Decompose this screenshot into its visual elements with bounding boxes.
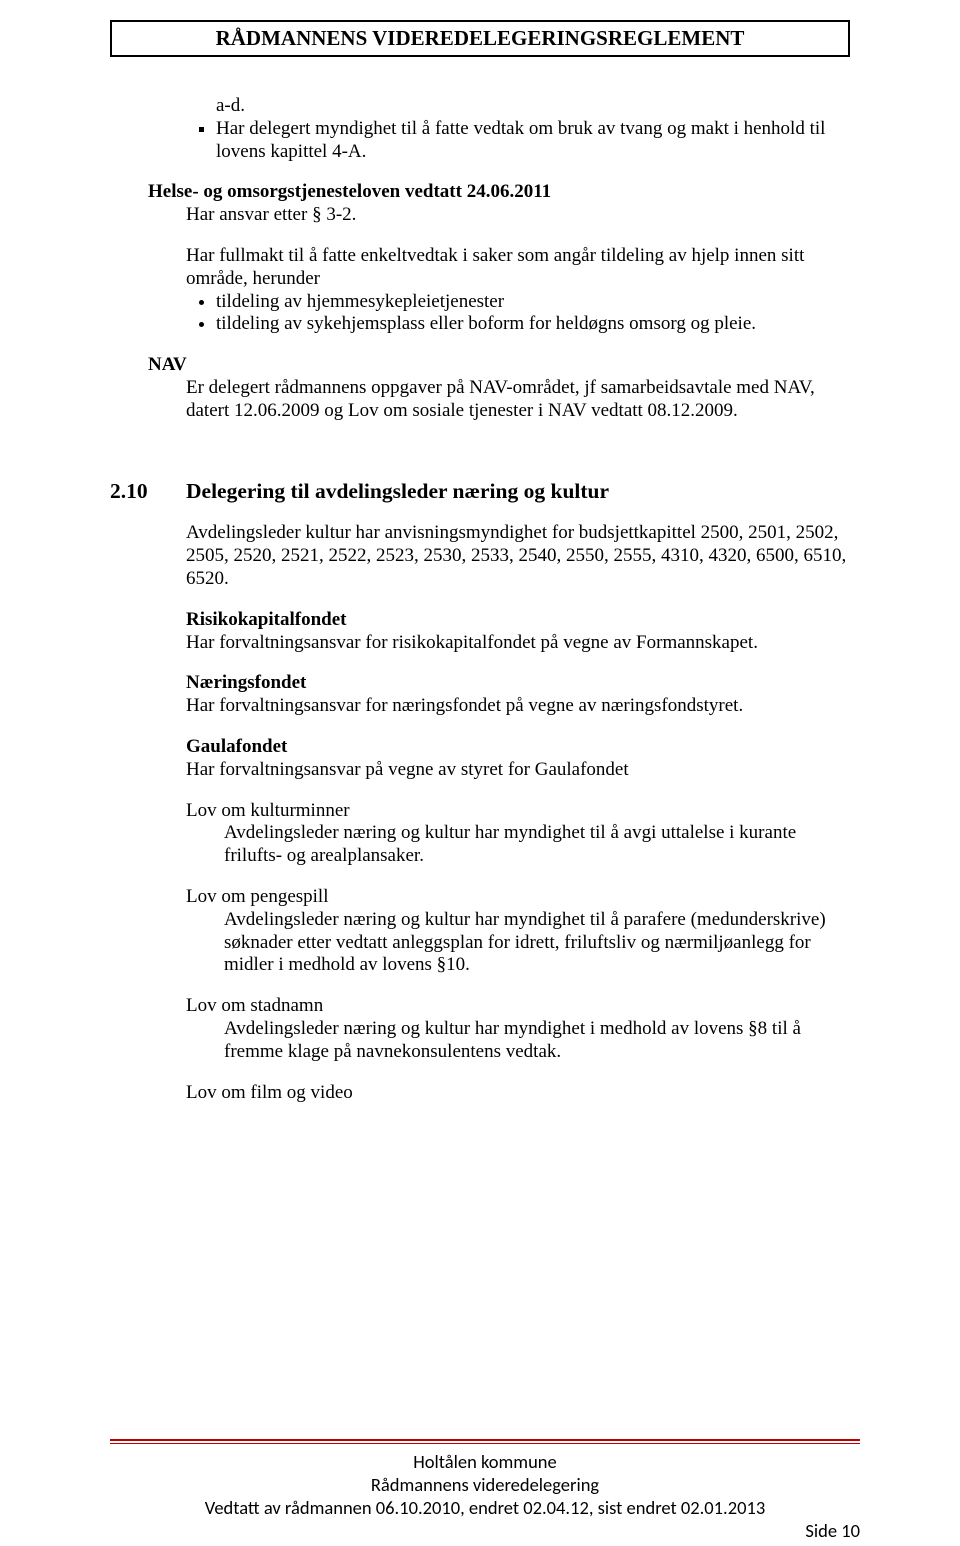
footer-separator [110,1439,860,1444]
pengespill-text: Avdelingsleder næring og kultur har mynd… [224,909,850,977]
filmvideo-heading: Lov om film og video [186,1082,850,1105]
kulturminner-text: Avdelingsleder næring og kultur har mynd… [224,822,850,868]
kulturminner-heading: Lov om kulturminner [186,800,850,823]
helse-bullet-1: tildeling av hjemmesykepleietjenester [216,291,850,314]
filmvideo-block: Lov om film og video [186,1082,850,1105]
nav-text: Er delegert rådmannens oppgaver på NAV-o… [186,377,850,423]
footer-page-number: Side 10 [110,1519,860,1542]
anvisning-text: Avdelingsleder kultur har anvisningsmynd… [186,522,850,590]
stadnamn-heading: Lov om stadnamn [186,995,850,1018]
nav-block: NAV Er delegert rådmannens oppgaver på N… [148,354,850,422]
intro-item-ad: a-d. [186,95,850,118]
intro-bullet-delegert: Har delegert myndighet til å fatte vedta… [216,118,850,164]
pengespill-heading: Lov om pengespill [186,886,850,909]
pengespill-block: Lov om pengespill Avdelingsleder næring … [186,886,850,977]
gaula-heading: Gaulafondet [186,736,850,759]
footer-line2: Rådmannens videredelegering [110,1473,860,1496]
section-title: Delegering til avdelingsleder næring og … [186,479,609,505]
stadnamn-block: Lov om stadnamn Avdelingsleder næring og… [186,995,850,1063]
risiko-block: Risikokapitalfondet Har forvaltningsansv… [186,609,850,655]
naering-text: Har forvaltningsansvar for næringsfondet… [186,695,850,718]
section-number: 2.10 [110,479,186,505]
helse-block: Helse- og omsorgstjenesteloven vedtatt 2… [148,181,850,336]
stadnamn-text: Avdelingsleder næring og kultur har mynd… [224,1018,850,1064]
gaula-block: Gaulafondet Har forvaltningsansvar på ve… [186,736,850,782]
helse-bullet-2: tildeling av sykehjemsplass eller boform… [216,313,850,336]
kulturminner-block: Lov om kulturminner Avdelingsleder nærin… [186,800,850,868]
naering-block: Næringsfondet Har forvaltningsansvar for… [186,672,850,718]
naering-heading: Næringsfondet [186,672,850,695]
gaula-text: Har forvaltningsansvar på vegne av styre… [186,759,850,782]
footer-line1: Holtålen kommune [110,1450,860,1473]
risiko-text: Har forvaltningsansvar for risikokapital… [186,632,850,655]
footer-line3: Vedtatt av rådmannen 06.10.2010, endret … [110,1496,860,1519]
section-210-header: 2.10 Delegering til avdelingsleder nærin… [110,479,850,505]
helse-line2: Har fullmakt til å fatte enkeltvedtak i … [186,245,850,291]
nav-heading: NAV [148,354,850,377]
helse-heading: Helse- og omsorgstjenesteloven vedtatt 2… [148,181,850,204]
risiko-heading: Risikokapitalfondet [186,609,850,632]
page-footer: Holtålen kommune Rådmannens videredelege… [0,1439,960,1542]
intro-list: a-d. Har delegert myndighet til å fatte … [186,95,850,163]
page-header-title: RÅDMANNENS VIDEREDELEGERINGSREGLEMENT [110,20,850,57]
helse-line1: Har ansvar etter § 3-2. [186,204,850,227]
